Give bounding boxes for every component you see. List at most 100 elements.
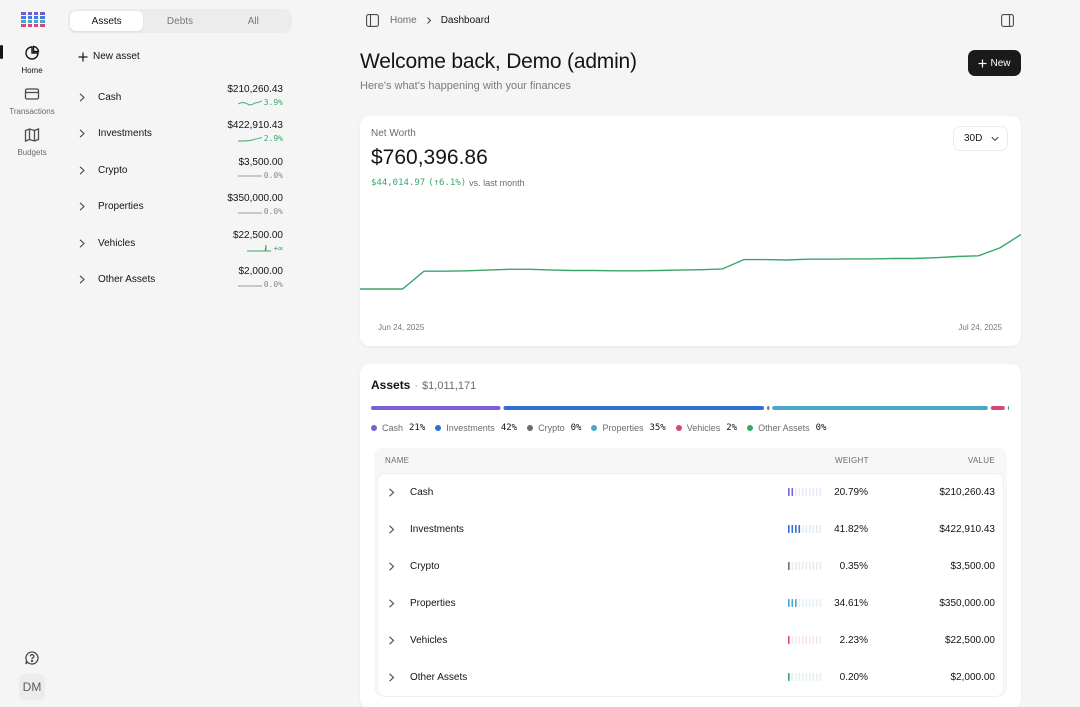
chevron-right-icon	[389, 599, 395, 608]
weight-tick	[819, 562, 822, 570]
period-select[interactable]: 30D	[953, 126, 1008, 151]
allocation-segment	[767, 406, 770, 410]
weight-bars	[788, 562, 822, 570]
account-group-item[interactable]: Properties $350,000.00 0.0%	[74, 193, 286, 223]
weight-tick	[795, 562, 797, 570]
weight-tick	[798, 599, 801, 607]
table-row[interactable]: Crypto 0.35% $3,500.00	[378, 548, 1003, 585]
account-group-name: Vehicles	[98, 237, 136, 249]
weight-tick	[812, 562, 815, 570]
plus-icon	[978, 59, 987, 67]
account-group-name: Properties	[98, 201, 144, 213]
table-row[interactable]: Vehicles 2.23% $22,500.00	[378, 622, 1003, 659]
table-body: Cash 20.79% $210,260.43 Investments 41.82% $4…	[378, 474, 1003, 696]
account-group-name: Investments	[98, 128, 152, 140]
legend-label: Cash	[382, 423, 404, 433]
new-asset-label: New asset	[93, 51, 140, 62]
account-group-amount: $422,910.43	[227, 120, 283, 132]
account-group-trend-value: 0.0%	[263, 170, 283, 180]
weight-tick	[816, 673, 818, 681]
allocation-segment	[772, 406, 988, 410]
help-icon[interactable]	[24, 650, 40, 666]
weight-tick	[798, 488, 801, 496]
legend-swatch	[591, 425, 598, 431]
account-group-item[interactable]: Other Assets $2,000.00 0.0%	[74, 266, 286, 296]
nav-item-home[interactable]: Home	[0, 45, 64, 75]
account-group-amount: $22,500.00	[232, 229, 283, 241]
account-group-amount: $350,000.00	[227, 193, 283, 205]
assets-card: Assets · $1,011,171 Cash 21% Investments 42…	[360, 364, 1021, 707]
table-header: NAME WEIGHT VALUE	[374, 448, 1007, 472]
table-row[interactable]: Cash 20.79% $210,260.43	[378, 474, 1003, 511]
x-axis-start-label: Jun 24, 2025	[378, 323, 425, 332]
table-row[interactable]: Other Assets 0.20% $2,000.00	[378, 659, 1003, 696]
account-group-item[interactable]: Crypto $3,500.00 0.0%	[74, 157, 286, 187]
legend-item: Properties 35%	[591, 423, 666, 433]
weight-tick	[791, 599, 794, 607]
account-group-name: Other Assets	[98, 274, 156, 285]
account-group-item[interactable]: Investments $422,910.43 2.9%	[74, 120, 286, 150]
legend-label: Investments	[446, 423, 495, 433]
weight-tick	[809, 488, 811, 496]
legend-item: Other Assets 0%	[747, 423, 826, 433]
weight-tick	[819, 673, 822, 681]
allocation-segment	[503, 406, 764, 410]
weight-bars	[788, 599, 822, 607]
app-logo-icon[interactable]	[21, 12, 45, 30]
column-header-value: VALUE	[967, 456, 995, 465]
nav-label-transactions: Transactions	[9, 107, 55, 116]
sidebar-toggle-icon[interactable]	[366, 14, 379, 27]
weight-tick	[795, 636, 797, 644]
row-name: Investments	[410, 524, 464, 535]
new-button[interactable]: New	[968, 50, 1021, 76]
weight-tick	[798, 636, 801, 644]
weight-tick	[809, 562, 811, 570]
account-group-trend: 0.0%	[237, 207, 283, 217]
row-value: $22,500.00	[944, 635, 995, 646]
chevron-right-icon	[389, 525, 395, 534]
tab-assets[interactable]: Assets	[70, 11, 144, 31]
weight-tick	[802, 673, 804, 681]
chevron-right-icon	[79, 202, 85, 211]
nav-item-budgets[interactable]: Budgets	[0, 127, 64, 157]
breadcrumb-home-link[interactable]: Home	[390, 15, 417, 26]
tab-all[interactable]: All	[247, 15, 259, 27]
weight-tick	[802, 636, 804, 644]
assets-total: $1,011,171	[422, 380, 477, 392]
weight-tick	[788, 636, 790, 644]
credit-card-icon	[24, 88, 40, 100]
nav-label-home: Home	[21, 66, 43, 75]
legend-item: Crypto 0%	[527, 423, 581, 433]
row-weight: 2.23%	[839, 635, 868, 646]
sparkline	[237, 100, 262, 105]
table-row[interactable]: Investments 41.82% $422,910.43	[378, 511, 1003, 548]
weight-tick	[812, 673, 815, 681]
account-group-item[interactable]: Vehicles $22,500.00 +∞	[74, 230, 286, 260]
row-weight: 20.79%	[834, 487, 868, 498]
table-row[interactable]: Properties 34.61% $350,000.00	[378, 585, 1003, 622]
row-value: $210,260.43	[939, 487, 995, 498]
legend-label: Vehicles	[686, 423, 721, 433]
weight-tick	[791, 525, 794, 533]
legend-label: Other Assets	[758, 423, 810, 433]
allocation-segment	[1007, 406, 1009, 410]
nav-item-transactions[interactable]: Transactions	[0, 86, 64, 116]
heading-separator: ·	[414, 380, 419, 392]
account-group-trend-value: 0.0%	[263, 207, 283, 217]
right-panel-toggle-icon[interactable]	[1001, 14, 1014, 27]
row-value: $3,500.00	[950, 561, 996, 572]
new-asset-button[interactable]: New asset	[78, 51, 140, 62]
tab-debts[interactable]: Debts	[166, 15, 194, 27]
net-worth-chart	[360, 233, 1021, 290]
account-group-trend: 2.9%	[237, 134, 283, 143]
row-name: Vehicles	[410, 635, 448, 646]
sparkline	[237, 212, 262, 214]
row-value: $2,000.00	[950, 672, 996, 683]
x-axis-end-label: Jul 24, 2025	[958, 323, 1002, 332]
assets-heading: Assets · $1,011,171	[371, 378, 476, 392]
account-group-item[interactable]: Cash $210,260.43 3.9%	[74, 84, 286, 114]
weight-tick	[812, 488, 815, 496]
legend-item: Investments 42%	[435, 423, 517, 433]
weight-tick	[805, 525, 808, 533]
user-avatar[interactable]: DM	[19, 674, 45, 700]
